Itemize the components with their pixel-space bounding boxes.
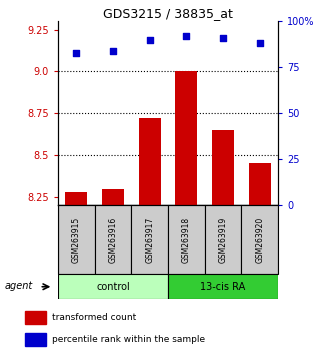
Text: GSM263920: GSM263920 <box>255 217 264 263</box>
Bar <box>25 311 46 324</box>
Bar <box>139 118 161 205</box>
Bar <box>249 164 271 205</box>
Text: percentile rank within the sample: percentile rank within the sample <box>52 335 206 344</box>
Title: GDS3215 / 38835_at: GDS3215 / 38835_at <box>103 7 233 20</box>
Text: control: control <box>96 282 130 292</box>
Bar <box>168 274 278 299</box>
Bar <box>95 205 131 274</box>
Bar <box>205 205 241 274</box>
Bar <box>168 205 205 274</box>
Bar <box>212 130 234 205</box>
Point <box>184 33 189 39</box>
Point <box>220 35 226 41</box>
Point <box>257 40 262 46</box>
Bar <box>175 72 197 205</box>
Bar <box>241 205 278 274</box>
Bar <box>65 192 87 205</box>
Text: GSM263917: GSM263917 <box>145 217 154 263</box>
Text: transformed count: transformed count <box>52 313 137 322</box>
Point <box>147 37 152 42</box>
Bar <box>102 189 124 205</box>
Text: GSM263919: GSM263919 <box>218 217 227 263</box>
Point <box>110 48 116 53</box>
Text: agent: agent <box>5 280 33 291</box>
Point <box>73 50 79 55</box>
Text: GSM263916: GSM263916 <box>109 217 118 263</box>
Text: GSM263915: GSM263915 <box>72 217 81 263</box>
Bar <box>58 205 95 274</box>
Text: 13-cis RA: 13-cis RA <box>200 282 246 292</box>
Bar <box>25 333 46 346</box>
Text: GSM263918: GSM263918 <box>182 217 191 263</box>
Bar <box>58 274 168 299</box>
Bar <box>131 205 168 274</box>
